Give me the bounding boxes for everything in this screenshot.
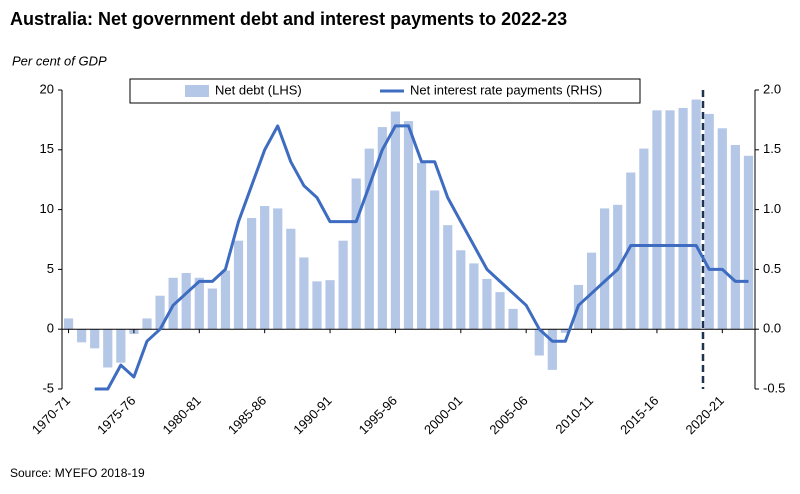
y2-tick-label: 2.0 (763, 81, 781, 96)
bar (325, 280, 335, 330)
bar (260, 206, 270, 330)
line (94, 124, 749, 391)
legend-label: Net debt (LHS) (215, 82, 302, 97)
y2-tick-label: 0.5 (763, 261, 781, 276)
bar (103, 329, 113, 368)
bar (691, 99, 701, 330)
bar (351, 178, 361, 330)
y2-tick-label: -0.5 (763, 380, 785, 395)
y-axis-label: Per cent of GDP (12, 53, 107, 68)
bar (547, 329, 557, 370)
bar (678, 107, 688, 330)
bar (273, 208, 283, 330)
y2-tick-label: 1.5 (763, 141, 781, 156)
y-tick-label: 15 (40, 141, 54, 156)
bar (312, 281, 322, 330)
bar (116, 329, 126, 363)
bar (299, 257, 309, 330)
bar (142, 318, 152, 330)
x-tick-label: 1985-86 (225, 393, 269, 437)
x-tick-label: 2005-06 (486, 393, 530, 437)
bar (652, 110, 662, 330)
bar (181, 272, 191, 330)
bar (600, 208, 610, 330)
bar (665, 110, 675, 330)
bar (246, 217, 257, 330)
y2-tick-label: 0.0 (763, 321, 781, 336)
legend-label: Net interest rate payments (RHS) (410, 82, 602, 97)
x-tick-label: 1970-71 (29, 393, 73, 437)
x-tick-label: 2000-01 (421, 393, 465, 437)
y-tick-label: -5 (42, 380, 54, 395)
bar (743, 155, 754, 330)
bar (390, 111, 401, 330)
bar (63, 318, 74, 330)
bar (77, 329, 87, 343)
bar (207, 288, 217, 330)
bar (377, 127, 387, 330)
bar (495, 292, 505, 330)
bar (586, 252, 597, 330)
y-tick-label: 5 (47, 261, 54, 276)
bar (482, 278, 492, 330)
x-tick-label: 2010-11 (552, 393, 596, 437)
bar (416, 162, 427, 330)
bar (286, 228, 296, 330)
bar (364, 148, 374, 330)
y-tick-label: 10 (40, 201, 54, 216)
bar (508, 308, 518, 330)
bar (90, 329, 100, 349)
x-tick-label: 1990-91 (290, 393, 334, 437)
x-tick-label: 2020-21 (683, 393, 727, 437)
bar (704, 113, 714, 330)
bar (456, 250, 466, 330)
bar (338, 240, 348, 330)
bar (469, 263, 479, 330)
bar (233, 240, 244, 330)
x-tick-label: 2015-16 (617, 393, 661, 437)
bar (194, 277, 204, 330)
chart-title: Australia: Net government debt and inter… (10, 9, 567, 29)
bar (534, 329, 544, 356)
bar (443, 225, 453, 330)
x-tick-label: 1975-76 (94, 393, 138, 437)
y-tick-label: 0 (47, 321, 54, 336)
source: Source: MYEFO 2018-19 (10, 466, 145, 480)
bar (626, 172, 636, 330)
x-tick-label: 1995-96 (356, 393, 400, 437)
bar (403, 121, 414, 330)
x-tick-label: 1980-81 (159, 393, 203, 437)
y-tick-label: 20 (40, 81, 54, 96)
legend-swatch (185, 85, 209, 97)
bar (155, 295, 165, 330)
y2-tick-label: 1.0 (763, 201, 781, 216)
bar (730, 145, 740, 330)
bar (220, 270, 231, 330)
bar (560, 329, 571, 333)
bar (717, 128, 727, 330)
bar (430, 190, 440, 330)
bar (639, 148, 649, 330)
